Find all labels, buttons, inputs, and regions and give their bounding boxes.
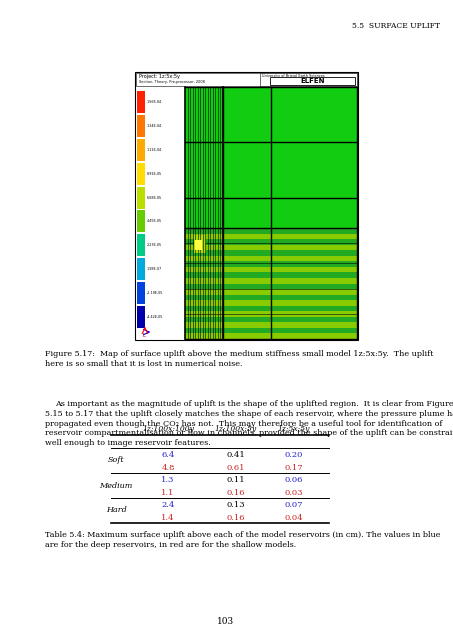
Bar — [185, 323, 357, 328]
Text: reservoir compartmentalisation or flow in channels, provided the shape of the up: reservoir compartmentalisation or flow i… — [45, 429, 453, 437]
Bar — [136, 87, 185, 330]
Bar — [137, 282, 145, 304]
Text: Figure 5.17:  Map of surface uplift above the medium stiffness small model 1z:5x: Figure 5.17: Map of surface uplift above… — [45, 350, 434, 369]
Text: 0.04: 0.04 — [284, 514, 304, 522]
Text: 1.3: 1.3 — [161, 476, 175, 484]
Bar — [185, 278, 357, 284]
Text: 0.17: 0.17 — [284, 464, 304, 472]
Bar — [185, 306, 357, 311]
Bar — [185, 328, 357, 333]
Bar — [137, 234, 145, 256]
Bar — [136, 73, 357, 86]
Text: 0.07: 0.07 — [285, 501, 303, 509]
Text: 1.98E-07: 1.98E-07 — [147, 268, 162, 271]
Bar — [185, 244, 357, 250]
Bar — [185, 300, 357, 306]
Bar — [137, 139, 145, 161]
Bar — [193, 235, 206, 253]
Bar — [185, 289, 357, 294]
Text: 0.20: 0.20 — [285, 451, 303, 460]
Text: -4.42E-05: -4.42E-05 — [147, 315, 164, 319]
Bar — [137, 306, 145, 328]
Text: 0.03: 0.03 — [285, 489, 303, 497]
Bar — [185, 294, 357, 300]
Text: 5.15 to 5.17 that the uplift closely matches the shape of each reservoir, where : 5.15 to 5.17 that the uplift closely mat… — [45, 410, 453, 418]
Text: 1.11E-04: 1.11E-04 — [147, 148, 162, 152]
Text: 5.5  SURFACE UPLIFT: 5.5 SURFACE UPLIFT — [352, 22, 440, 30]
Text: 1z:100x:5y: 1z:100x:5y — [215, 425, 257, 433]
Text: 6.68E-05: 6.68E-05 — [147, 195, 162, 200]
Text: 4.8: 4.8 — [161, 464, 175, 472]
Bar — [185, 87, 357, 339]
Text: -2.19E-05: -2.19E-05 — [147, 291, 164, 295]
Text: 0.06: 0.06 — [285, 476, 303, 484]
Text: Soft: Soft — [108, 456, 124, 465]
Text: propagated even though the CO₂ has not.  This may therefore be a useful tool for: propagated even though the CO₂ has not. … — [45, 420, 443, 428]
Text: Medium: Medium — [99, 481, 133, 490]
Bar — [137, 258, 145, 280]
Text: 1z:5x:5y: 1z:5x:5y — [278, 425, 310, 433]
Text: 0.41: 0.41 — [226, 451, 246, 460]
Text: 0.16: 0.16 — [227, 489, 245, 497]
Text: 0.16: 0.16 — [227, 514, 245, 522]
Bar — [185, 256, 357, 261]
Bar — [137, 91, 145, 113]
Bar — [195, 240, 202, 250]
Bar — [185, 317, 357, 323]
Text: 1.34E-04: 1.34E-04 — [147, 124, 162, 128]
Text: 6.4: 6.4 — [161, 451, 175, 460]
Text: University of Bristol Earth Sciences: University of Bristol Earth Sciences — [262, 74, 325, 78]
Text: 2.23E-05: 2.23E-05 — [147, 243, 162, 247]
Text: 0.13: 0.13 — [226, 501, 246, 509]
Bar — [135, 72, 358, 340]
Bar — [260, 73, 357, 86]
Bar — [185, 267, 357, 273]
Text: 1.4: 1.4 — [161, 514, 175, 522]
Text: As important as the magnitude of uplift is the shape of the uplifted region.  It: As important as the magnitude of uplift … — [55, 400, 453, 408]
Text: Table 5.4: Maximum surface uplift above each of the model reservoirs (in cm). Th: Table 5.4: Maximum surface uplift above … — [45, 531, 440, 539]
Text: ELFEN: ELFEN — [300, 78, 325, 84]
Text: Section, Theory, Pre-processor, 2008: Section, Theory, Pre-processor, 2008 — [139, 81, 205, 84]
Text: 1z:100x:100y: 1z:100x:100y — [142, 425, 194, 433]
Text: 0.11: 0.11 — [226, 476, 246, 484]
Bar — [137, 186, 145, 209]
Bar — [185, 273, 357, 278]
Text: L: L — [143, 333, 145, 338]
Bar — [137, 115, 145, 137]
Bar — [185, 87, 357, 228]
Text: Project: 1z:5x:5y: Project: 1z:5x:5y — [139, 74, 180, 79]
Bar — [185, 261, 357, 267]
Bar — [137, 211, 145, 232]
Bar — [270, 77, 355, 85]
Bar — [185, 284, 357, 289]
Bar — [137, 163, 145, 184]
Text: well enough to image reservoir features.: well enough to image reservoir features. — [45, 439, 211, 447]
Bar — [185, 333, 357, 339]
Bar — [185, 228, 357, 234]
Text: 8.91E-05: 8.91E-05 — [147, 172, 162, 175]
Text: 1.1: 1.1 — [161, 489, 175, 497]
Bar — [185, 234, 357, 239]
Text: 103: 103 — [217, 618, 235, 627]
Text: are for the deep reservoirs, in red are for the shallow models.: are for the deep reservoirs, in red are … — [45, 541, 296, 548]
Text: 0.61: 0.61 — [227, 464, 245, 472]
Text: 2.4: 2.4 — [161, 501, 175, 509]
Bar — [185, 250, 357, 256]
Bar — [185, 311, 357, 317]
Text: 1.56E-04: 1.56E-04 — [147, 100, 162, 104]
Text: Hard: Hard — [106, 506, 126, 515]
Bar — [185, 239, 357, 244]
Text: 4.45E-05: 4.45E-05 — [147, 220, 162, 223]
